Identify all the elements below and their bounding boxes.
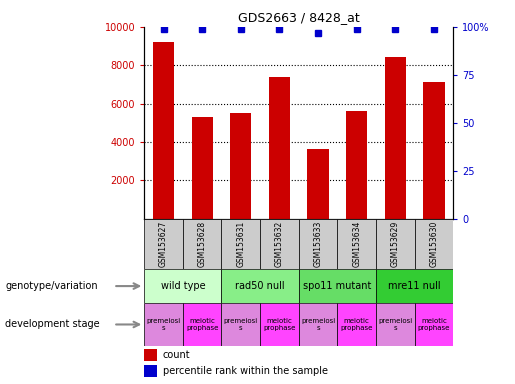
Text: GSM153629: GSM153629	[391, 221, 400, 267]
Bar	[337, 303, 376, 346]
Text: meiotic
prophase: meiotic prophase	[186, 318, 218, 331]
Bar	[153, 42, 174, 219]
Text: development stage: development stage	[5, 319, 100, 329]
Text: GSM153627: GSM153627	[159, 221, 168, 267]
Bar	[337, 219, 376, 269]
Text: percentile rank within the sample: percentile rank within the sample	[163, 366, 328, 376]
Text: count: count	[163, 350, 191, 360]
Bar	[221, 269, 299, 303]
Text: wild type: wild type	[161, 281, 205, 291]
Bar	[307, 149, 329, 219]
Bar	[385, 56, 406, 219]
Bar	[144, 219, 183, 269]
Bar	[260, 303, 299, 346]
Bar	[299, 219, 337, 269]
Bar	[415, 303, 453, 346]
Text: GSM153631: GSM153631	[236, 221, 245, 267]
Text: meiotic
prophase: meiotic prophase	[263, 318, 296, 331]
Bar	[221, 219, 260, 269]
Bar	[144, 349, 157, 361]
Text: premeiosi
s: premeiosi s	[378, 318, 413, 331]
Text: premeiosi
s: premeiosi s	[301, 318, 335, 331]
Bar	[376, 303, 415, 346]
Text: premeiosi
s: premeiosi s	[146, 318, 181, 331]
Text: GSM153633: GSM153633	[314, 221, 322, 267]
Title: GDS2663 / 8428_at: GDS2663 / 8428_at	[238, 11, 359, 24]
Bar	[376, 219, 415, 269]
Bar	[346, 111, 367, 219]
Bar	[376, 269, 453, 303]
Bar	[230, 113, 251, 219]
Text: GSM153632: GSM153632	[275, 221, 284, 267]
Bar	[183, 219, 221, 269]
Bar	[423, 82, 444, 219]
Text: meiotic
prophase: meiotic prophase	[418, 318, 450, 331]
Bar	[221, 303, 260, 346]
Bar	[144, 269, 221, 303]
Bar	[144, 365, 157, 377]
Bar	[144, 303, 183, 346]
Text: GSM153628: GSM153628	[198, 221, 207, 267]
Bar	[260, 219, 299, 269]
Text: mre11 null: mre11 null	[388, 281, 441, 291]
Bar	[183, 303, 221, 346]
Text: GSM153634: GSM153634	[352, 221, 361, 267]
Text: GSM153630: GSM153630	[430, 221, 438, 267]
Bar	[415, 219, 453, 269]
Text: spo11 mutant: spo11 mutant	[303, 281, 371, 291]
Text: meiotic
prophase: meiotic prophase	[340, 318, 373, 331]
Bar	[192, 117, 213, 219]
Bar	[269, 77, 290, 219]
Bar	[299, 269, 376, 303]
Bar	[299, 303, 337, 346]
Text: genotype/variation: genotype/variation	[5, 281, 98, 291]
Text: rad50 null: rad50 null	[235, 281, 285, 291]
Text: premeiosi
s: premeiosi s	[224, 318, 258, 331]
